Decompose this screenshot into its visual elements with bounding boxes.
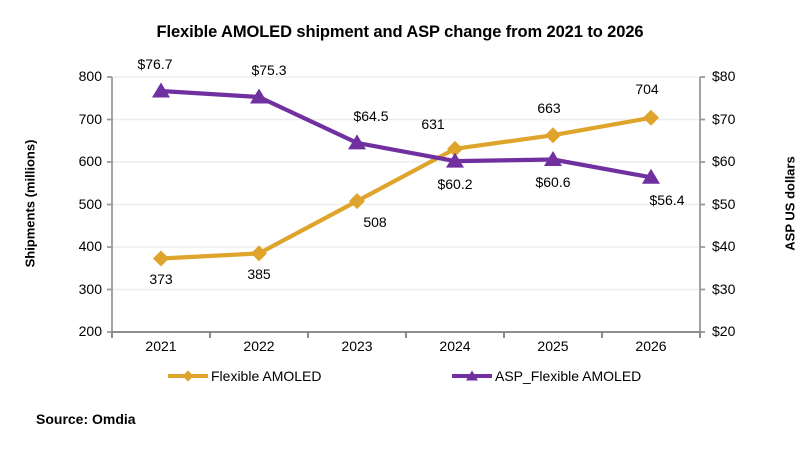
y-axis-right-tick-label: $80 <box>712 68 736 84</box>
y-axis-left-tick-label: 800 <box>78 68 102 84</box>
data-point-label: $75.3 <box>251 61 287 78</box>
y-axis-left-tick-label: 700 <box>78 110 102 127</box>
data-point-label: $76.7 <box>137 56 173 73</box>
x-axis-tick-label: 2026 <box>635 338 667 354</box>
legend-item-asp-flexible-amoled[interactable]: ASP_Flexible AMOLED <box>452 368 641 384</box>
data-point-marker-triangle <box>642 168 660 184</box>
data-point-marker-triangle <box>446 152 464 168</box>
y-axis-left-tick-label: 400 <box>78 238 102 254</box>
data-point-label: 663 <box>537 100 561 117</box>
y-axis-left-tick-label: 200 <box>78 323 102 339</box>
data-point-marker-diamond <box>251 245 267 262</box>
data-point-label: 385 <box>247 266 271 283</box>
y-axis-left-tick-label: 500 <box>78 195 102 212</box>
x-axis-tick-label: 2023 <box>341 338 373 354</box>
legend-item-flexible-amoled[interactable]: Flexible AMOLED <box>168 368 321 384</box>
y-axis-left-tick-label: 300 <box>78 280 102 297</box>
legend-marker-triangle-icon <box>452 370 492 381</box>
data-point-marker-diamond <box>447 140 463 157</box>
data-point-label: 373 <box>149 271 173 288</box>
data-point-label: 704 <box>635 80 659 97</box>
data-point-label: $64.5 <box>353 107 389 124</box>
data-point-label: 631 <box>421 115 445 132</box>
chart-title: Flexible AMOLED shipment and ASP change … <box>156 23 644 41</box>
data-point-label: $60.6 <box>535 174 571 191</box>
y-axis-right-tick-label: $40 <box>712 238 736 254</box>
legend-label-2: ASP_Flexible AMOLED <box>495 368 642 384</box>
x-axis-tick-label: 2024 <box>439 338 471 354</box>
x-axis-tick-label: 2022 <box>243 338 275 354</box>
y-axis-right-tick-label: $60 <box>712 153 736 169</box>
data-point-marker-diamond <box>349 193 365 210</box>
y-axis-left-tick-label: 600 <box>78 153 102 169</box>
data-point-marker-diamond <box>153 250 169 267</box>
data-point-marker-triangle <box>544 150 562 166</box>
x-axis-tick-label: 2025 <box>537 338 569 354</box>
legend-label-1: Flexible AMOLED <box>211 368 322 384</box>
source-note: Source: Omdia <box>36 411 136 427</box>
data-point-label: $56.4 <box>649 192 685 209</box>
x-axis-tick-label: 2021 <box>145 338 177 354</box>
chart-legend: Flexible AMOLED ASP_Flexible AMOLED <box>0 368 800 396</box>
y-axis-right-tick-label: $70 <box>712 110 736 127</box>
data-point-label: 508 <box>363 214 387 231</box>
series-layer <box>152 82 660 267</box>
data-point-label: $60.2 <box>437 176 473 193</box>
y-axis-right-tick-label: $50 <box>712 195 736 212</box>
data-point-marker-diamond <box>545 127 561 144</box>
data-point-marker-triangle <box>348 134 366 150</box>
axis-ticks <box>107 76 705 338</box>
y-axis-right-tick-label: $20 <box>712 323 736 339</box>
data-point-marker-diamond <box>643 109 659 126</box>
y-axis-right-tick-label: $30 <box>712 280 736 297</box>
data-point-marker-triangle <box>152 82 170 98</box>
data-point-marker-triangle <box>250 88 268 104</box>
legend-marker-diamond-icon <box>168 370 208 382</box>
